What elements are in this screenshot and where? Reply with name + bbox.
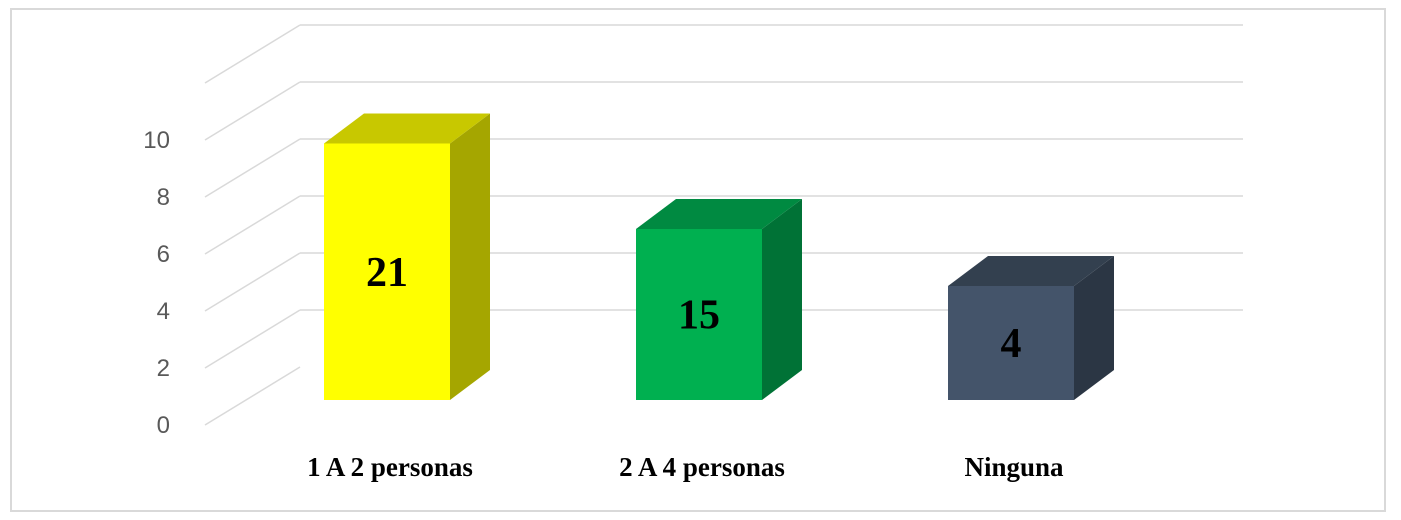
bar-side <box>1074 256 1114 400</box>
bar <box>324 143 450 400</box>
bar <box>636 229 762 400</box>
bar-top <box>948 256 1114 286</box>
y-tick-label: 4 <box>157 298 170 325</box>
x-category-label: Ninguna <box>964 452 1064 482</box>
gridline-side <box>204 252 301 312</box>
bar-top <box>324 113 490 144</box>
y-tick-label: 0 <box>157 412 170 439</box>
gridline-side <box>204 24 301 84</box>
gridline-side <box>204 309 301 369</box>
gridline-side <box>204 366 301 426</box>
gridline-side <box>204 81 301 141</box>
data-label: 15 <box>678 293 720 339</box>
bar-side <box>450 113 490 400</box>
y-tick-label: 8 <box>157 184 170 211</box>
bar <box>948 286 1074 400</box>
data-label: 21 <box>366 250 408 296</box>
gridline-side <box>204 138 301 198</box>
x-category-label: 2 A 4 personas <box>619 452 785 482</box>
x-category-label: 1 A 2 personas <box>307 452 473 482</box>
y-tick-label: 10 <box>143 127 170 154</box>
bar-top <box>636 199 802 229</box>
bar-side <box>762 199 802 400</box>
gridline-side <box>204 195 301 255</box>
data-label: 4 <box>1001 321 1022 367</box>
y-tick-label: 2 <box>157 355 170 382</box>
y-tick-label: 6 <box>157 241 170 268</box>
